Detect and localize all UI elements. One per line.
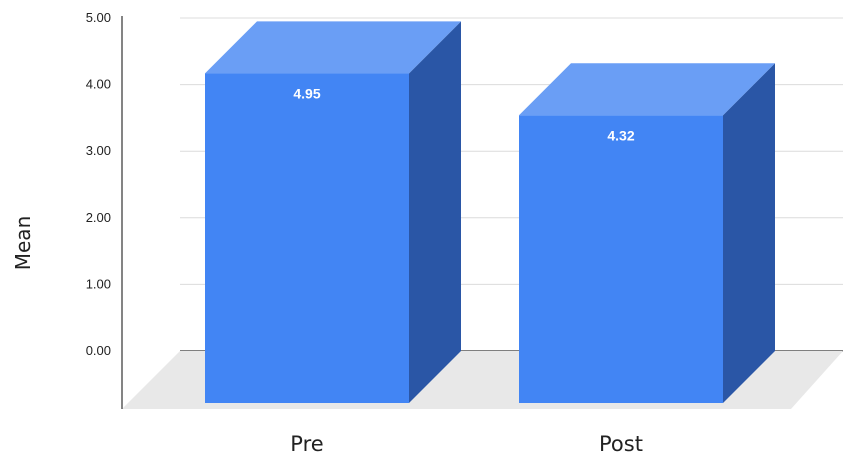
y-tick-label: 1.00 (86, 276, 111, 291)
bar-side-face (409, 21, 461, 404)
bar-front-face (519, 115, 723, 404)
bar-front-face (205, 73, 409, 403)
y-tick-label: 0.00 (86, 343, 111, 358)
bar-side-face (723, 63, 775, 404)
y-tick-label: 2.00 (86, 210, 111, 225)
data-label: 4.95 (293, 85, 320, 101)
bar-top-face (519, 63, 775, 116)
data-label: 4.32 (607, 127, 634, 143)
data-labels: 4.95 4.32 (293, 85, 634, 143)
bar-post (519, 63, 775, 404)
bars (205, 21, 775, 404)
y-axis-title: Mean (11, 216, 35, 271)
x-category-label: Pre (290, 432, 323, 456)
y-tick-label: 4.00 (86, 77, 111, 92)
bar-top-face (205, 21, 461, 74)
x-axis-categories: Pre Post (290, 432, 643, 456)
y-axis-ticks: 0.00 1.00 2.00 3.00 4.00 5.00 (86, 10, 111, 358)
x-category-label: Post (599, 432, 643, 456)
y-tick-label: 5.00 (86, 10, 111, 25)
bar-pre (205, 21, 461, 404)
y-tick-label: 3.00 (86, 143, 111, 158)
